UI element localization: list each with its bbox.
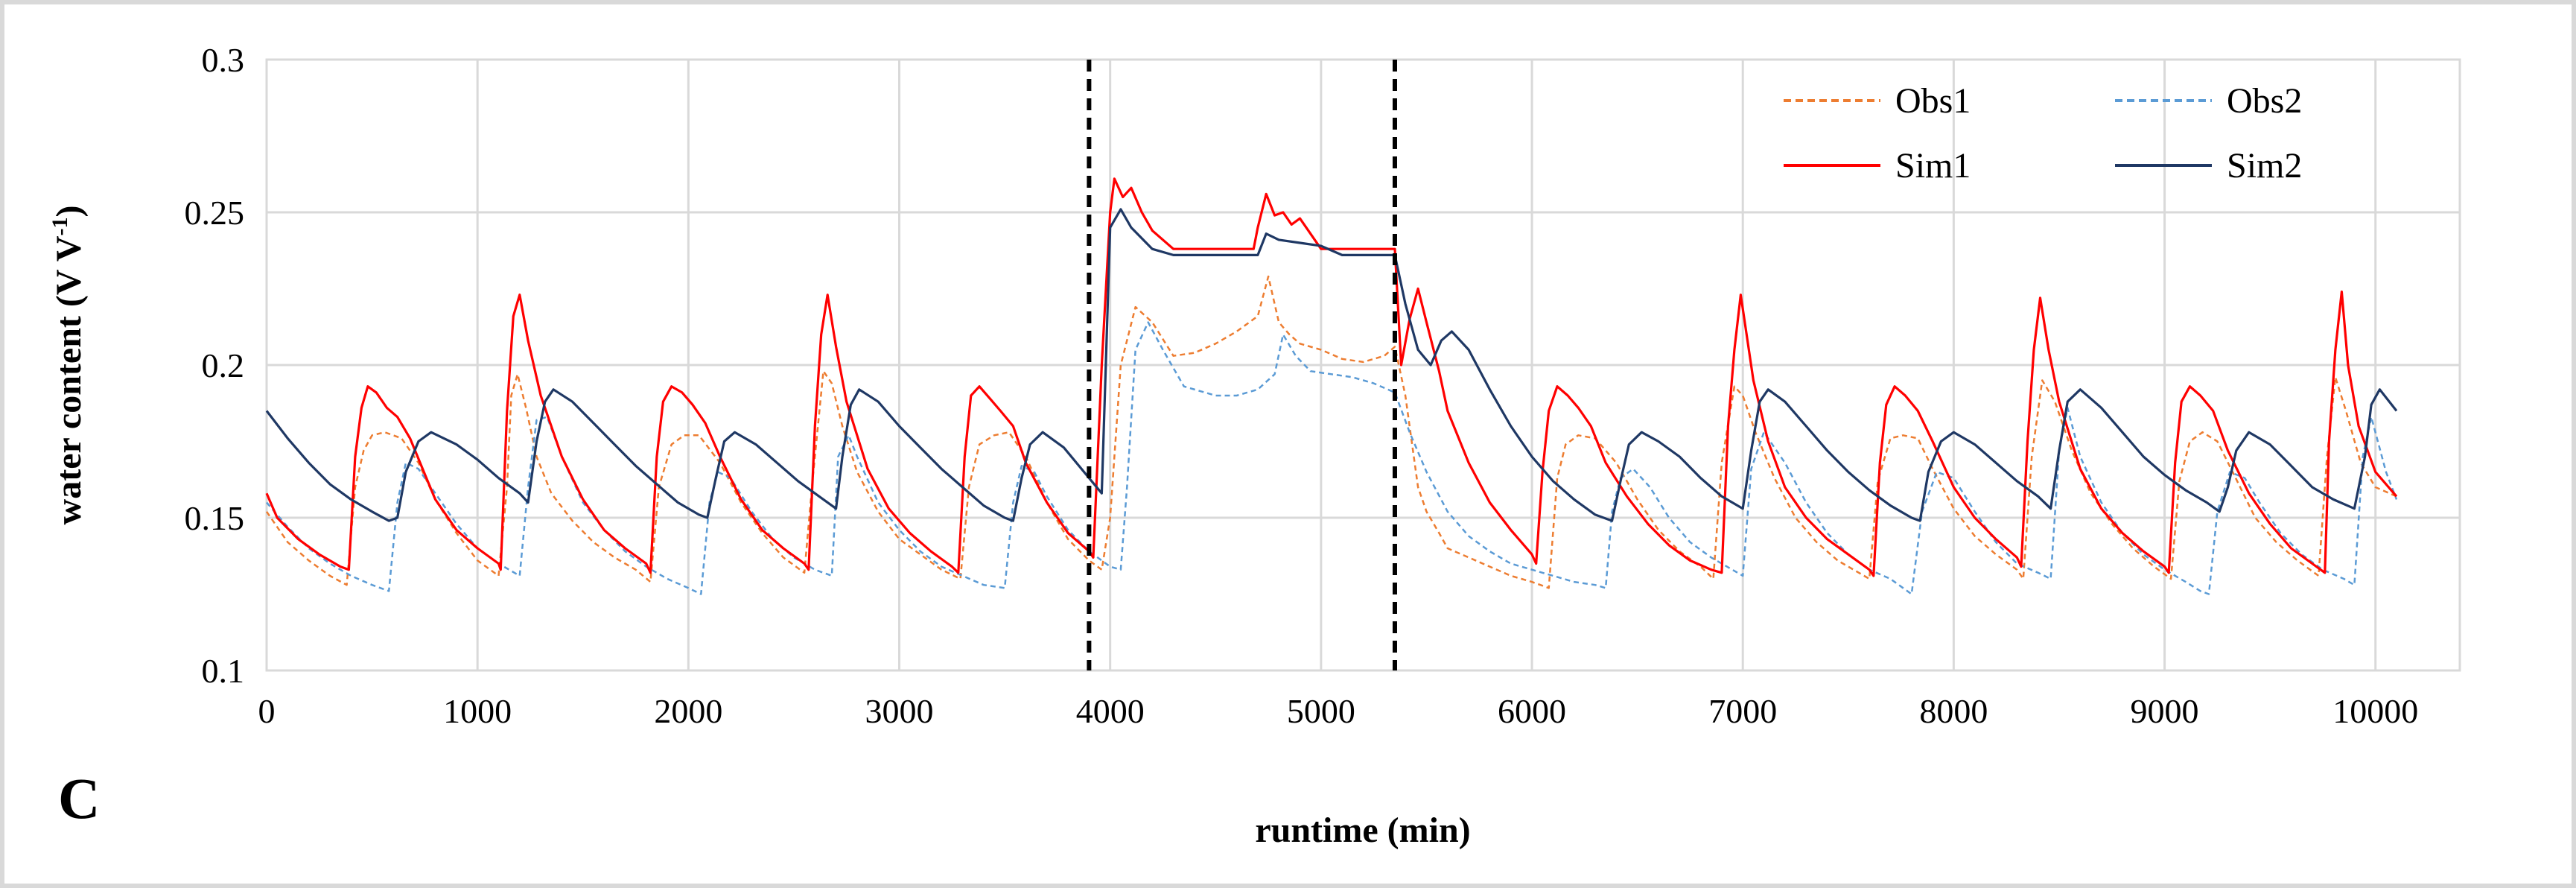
x-tick-label: 9000 (2131, 692, 2199, 730)
x-tick-label: 3000 (865, 692, 934, 730)
x-tick-label: 1000 (443, 692, 512, 730)
legend-label-obs2: Obs2 (2227, 81, 2302, 121)
vertical-markers (1087, 60, 1397, 670)
panel-label: C (58, 766, 100, 831)
y-axis-title: water content (V V-1) (48, 206, 89, 525)
x-tick-label: 8000 (1919, 692, 1988, 730)
y-tick-label: 0.15 (185, 499, 245, 537)
x-axis-title: runtime (min) (1255, 811, 1470, 850)
legend-label-obs1: Obs1 (1895, 81, 1971, 121)
series-line-sim1 (265, 177, 2398, 577)
y-tick-label: 0.25 (185, 194, 245, 232)
x-tick-label: 0 (258, 692, 276, 730)
legend-label-sim2: Sim2 (2227, 146, 2302, 185)
y-tick-label: 0.3 (202, 41, 245, 79)
x-tick-label: 2000 (654, 692, 722, 730)
plot-area-border (265, 58, 2461, 672)
x-tick-label: 7000 (1708, 692, 1777, 730)
y-tick-labels: 0.1 0.15 0.2 0.25 0.3 (185, 41, 245, 690)
series-group (265, 177, 2398, 595)
series-line-sim2 (265, 208, 2398, 522)
series-line-obs2 (266, 321, 2398, 595)
x-tick-label: 4000 (1076, 692, 1145, 730)
legend: Obs1 Obs2 Sim1 Sim2 (1784, 81, 2302, 185)
x-tick-labels: 0 1000 2000 3000 4000 5000 6000 7000 8000 9000 100… (258, 692, 2419, 730)
y-tick-label: 0.1 (202, 652, 245, 690)
x-tick-label: 10000 (2332, 692, 2418, 730)
grid (265, 58, 2460, 672)
x-tick-label: 6000 (1498, 692, 1566, 730)
legend-label-sim1: Sim1 (1895, 146, 1971, 185)
y-tick-label: 0.2 (202, 346, 245, 384)
x-tick-label: 5000 (1287, 692, 1355, 730)
series-line-obs1 (265, 275, 2397, 589)
